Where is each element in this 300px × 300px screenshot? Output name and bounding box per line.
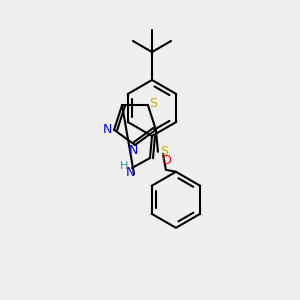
Text: N: N bbox=[128, 143, 138, 157]
Text: N: N bbox=[125, 166, 135, 178]
Text: O: O bbox=[161, 154, 171, 167]
Text: H: H bbox=[120, 161, 128, 171]
Text: S: S bbox=[149, 97, 157, 110]
Text: N: N bbox=[102, 123, 112, 136]
Text: S: S bbox=[160, 145, 168, 158]
